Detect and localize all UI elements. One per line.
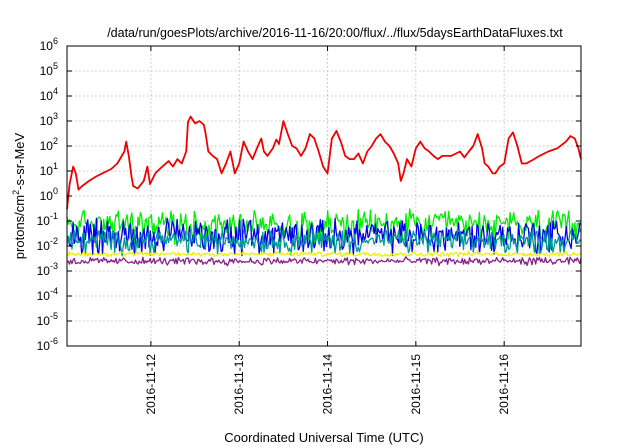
y-tick-label: 101	[40, 161, 58, 178]
axis-ticks: 10-6 10-5 10-4 10-3 10-2 10-1 100 101 102 103 104 1…	[37, 36, 581, 415]
x-tick-label: 2016-11-16	[497, 354, 511, 415]
chart-title: /data/run/goesPlots/archive/2016-11-16/2…	[107, 26, 563, 40]
x-tick-label: 2016-11-12	[144, 354, 158, 415]
series-line-5	[66, 256, 582, 267]
y-tick-label: 106	[40, 36, 58, 53]
x-tick-label: 2016-11-15	[409, 354, 423, 415]
y-tick-label: 102	[40, 136, 58, 153]
y-tick-label: 10-2	[37, 236, 58, 253]
series-line-4	[66, 250, 582, 258]
y-tick-label: 100	[40, 186, 58, 203]
y-axis-title-main: protons/cm	[12, 195, 27, 259]
x-tick-label: 2016-11-13	[232, 354, 246, 415]
y-tick-label: 103	[40, 111, 58, 128]
y-axis-title: protons/cm2-s-sr-MeV	[11, 132, 27, 259]
y-axis-title-tail: -s-sr-MeV	[12, 132, 27, 189]
data-series	[66, 115, 582, 267]
y-tick-label: 10-3	[37, 261, 58, 278]
series-line-0	[66, 115, 582, 210]
y-tick-label: 105	[40, 61, 58, 78]
y-tick-label: 104	[40, 86, 58, 103]
x-axis-title: Coordinated Universal Time (UTC)	[224, 430, 423, 445]
y-tick-label: 10-1	[37, 211, 58, 228]
y-tick-label: 10-4	[37, 286, 58, 303]
x-tick-label: 2016-11-14	[321, 354, 335, 415]
series-line-2	[66, 217, 582, 257]
grid-lines	[67, 46, 581, 346]
y-tick-label: 10-5	[37, 311, 58, 328]
y-axis-title-superscript: 2	[11, 190, 21, 195]
series-line-3	[66, 228, 582, 257]
y-tick-label: 10-6	[37, 336, 58, 353]
